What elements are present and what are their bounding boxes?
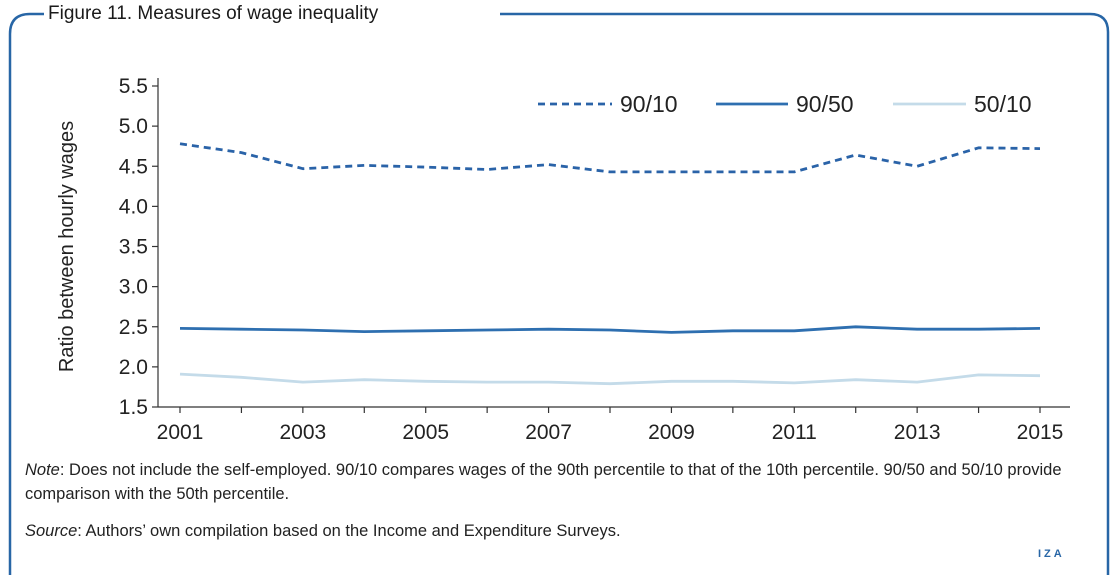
figure-source: Source: Authors’ own compilation based o… (25, 519, 1075, 543)
note-text: : Does not include the self-employed. 90… (25, 461, 1062, 503)
y-tick-label: 4.5 (119, 155, 148, 178)
figure-title: Figure 11. Measures of wage inequality (48, 2, 387, 26)
x-tick-label: 2007 (525, 421, 572, 444)
y-tick-label: 5.5 (119, 75, 148, 98)
y-tick-label: 3.5 (119, 236, 148, 259)
x-tick-label: 2003 (279, 421, 326, 444)
x-tick-label: 2001 (157, 421, 204, 444)
figure-note: Note: Does not include the self-employed… (25, 458, 1075, 506)
y-tick-label: 5.0 (119, 115, 148, 138)
y-axis-label: Ratio between hourly wages (56, 121, 78, 372)
series-line-50-10 (179, 372, 1041, 386)
series-line-90-50 (179, 325, 1041, 334)
x-tick-label: 2013 (894, 421, 941, 444)
note-label: Note (25, 461, 60, 479)
source-text: : Authors’ own compilation based on the … (77, 522, 621, 540)
legend-label: 90/50 (796, 91, 854, 117)
source-label: Source (25, 522, 78, 540)
y-tick-label: 2.5 (119, 316, 148, 339)
y-tick-label: 1.5 (119, 396, 148, 419)
y-tick-label: 4.0 (119, 195, 148, 218)
frame-border (8, 12, 1110, 575)
iza-logo: IZA (1038, 548, 1065, 560)
x-tick-label: 2005 (402, 421, 449, 444)
y-tick-label: 2.0 (119, 356, 148, 379)
y-tick-label: 3.0 (119, 276, 148, 299)
x-tick-label: 2009 (648, 421, 695, 444)
series-line-90-10 (179, 142, 1041, 174)
x-tick-label: 2015 (1017, 421, 1064, 444)
x-tick-label: 2011 (772, 421, 817, 444)
legend-label: 90/10 (620, 91, 678, 117)
legend-label: 50/10 (974, 91, 1032, 117)
